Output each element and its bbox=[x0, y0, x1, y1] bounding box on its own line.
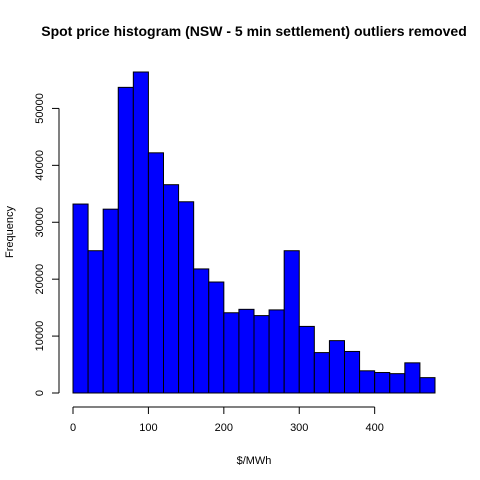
histogram-bar bbox=[344, 350, 361, 394]
histogram-bar bbox=[268, 309, 285, 394]
histogram-bar bbox=[163, 184, 180, 394]
histogram-bar bbox=[253, 315, 270, 394]
bars-group bbox=[72, 71, 436, 394]
y-tick-label: 0 bbox=[34, 390, 46, 396]
histogram-bar bbox=[283, 250, 300, 394]
y-axis: 0 10000 20000 30000 40000 50000 bbox=[34, 93, 60, 396]
histogram-bar bbox=[147, 152, 165, 394]
histogram-bar bbox=[102, 208, 119, 394]
y-tick-label: 50000 bbox=[34, 93, 46, 124]
histogram-bar bbox=[298, 325, 315, 394]
y-tick-label: 30000 bbox=[34, 207, 46, 238]
x-tick-label: 300 bbox=[290, 422, 308, 434]
histogram-bar bbox=[117, 86, 134, 394]
histogram-bar bbox=[313, 352, 330, 394]
y-tick-label: 40000 bbox=[34, 150, 46, 181]
chart-title: Spot price histogram (NSW - 5 min settle… bbox=[41, 23, 467, 39]
histogram-bar bbox=[374, 372, 391, 394]
histogram-bar bbox=[419, 377, 436, 394]
x-tick-label: 100 bbox=[139, 422, 157, 434]
histogram-bar bbox=[389, 373, 406, 394]
histogram-bar bbox=[178, 201, 195, 394]
x-axis: 0 100 200 300 400 bbox=[70, 406, 384, 434]
x-tick-label: 400 bbox=[365, 422, 383, 434]
histogram-bar bbox=[328, 340, 345, 394]
x-tick-label: 200 bbox=[215, 422, 233, 434]
x-tick-label: 0 bbox=[70, 422, 76, 434]
histogram-bar bbox=[132, 71, 149, 394]
histogram-bar bbox=[404, 362, 421, 394]
y-axis-label: Frequency bbox=[4, 206, 16, 258]
histogram-bar bbox=[208, 281, 225, 394]
histogram-bar bbox=[359, 370, 376, 394]
histogram-bar bbox=[72, 203, 89, 394]
histogram-bar bbox=[87, 250, 104, 394]
histogram-bar bbox=[223, 312, 240, 394]
y-tick-label: 10000 bbox=[34, 321, 46, 352]
x-axis-label: $/MWh bbox=[237, 455, 272, 467]
y-tick-label: 20000 bbox=[34, 264, 46, 295]
histogram-bar bbox=[238, 308, 255, 394]
histogram-bar bbox=[193, 268, 210, 394]
